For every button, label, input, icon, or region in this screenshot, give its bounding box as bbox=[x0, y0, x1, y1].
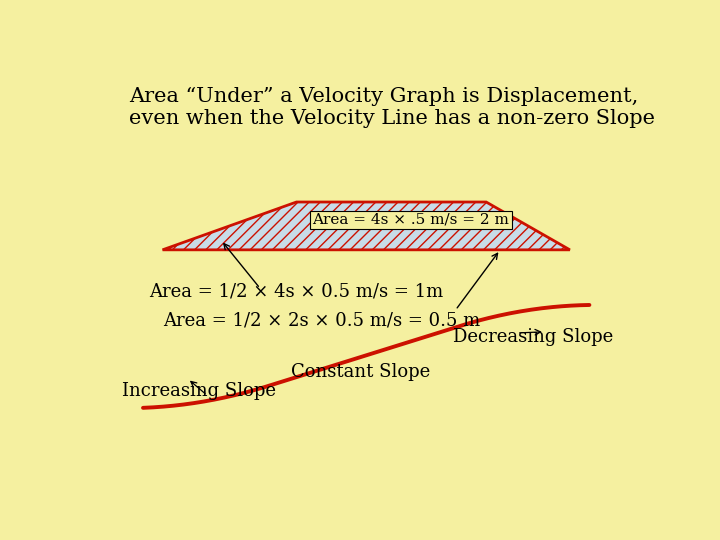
Polygon shape bbox=[163, 202, 570, 250]
Text: Area “Under” a Velocity Graph is Displacement,: Area “Under” a Velocity Graph is Displac… bbox=[129, 86, 639, 105]
Text: Constant Slope: Constant Slope bbox=[291, 363, 431, 381]
Text: Increasing Slope: Increasing Slope bbox=[122, 382, 276, 400]
Text: even when the Velocity Line has a non-zero Slope: even when the Velocity Line has a non-ze… bbox=[129, 110, 655, 129]
Text: Area = 1/2 × 2s × 0.5 m/s = 0.5 m: Area = 1/2 × 2s × 0.5 m/s = 0.5 m bbox=[163, 312, 480, 329]
Text: Decreasing Slope: Decreasing Slope bbox=[454, 328, 613, 346]
Text: Area = 1/2 × 4s × 0.5 m/s = 1m: Area = 1/2 × 4s × 0.5 m/s = 1m bbox=[149, 282, 444, 300]
Text: Area = 4s × .5 m/s = 2 m: Area = 4s × .5 m/s = 2 m bbox=[312, 213, 509, 227]
